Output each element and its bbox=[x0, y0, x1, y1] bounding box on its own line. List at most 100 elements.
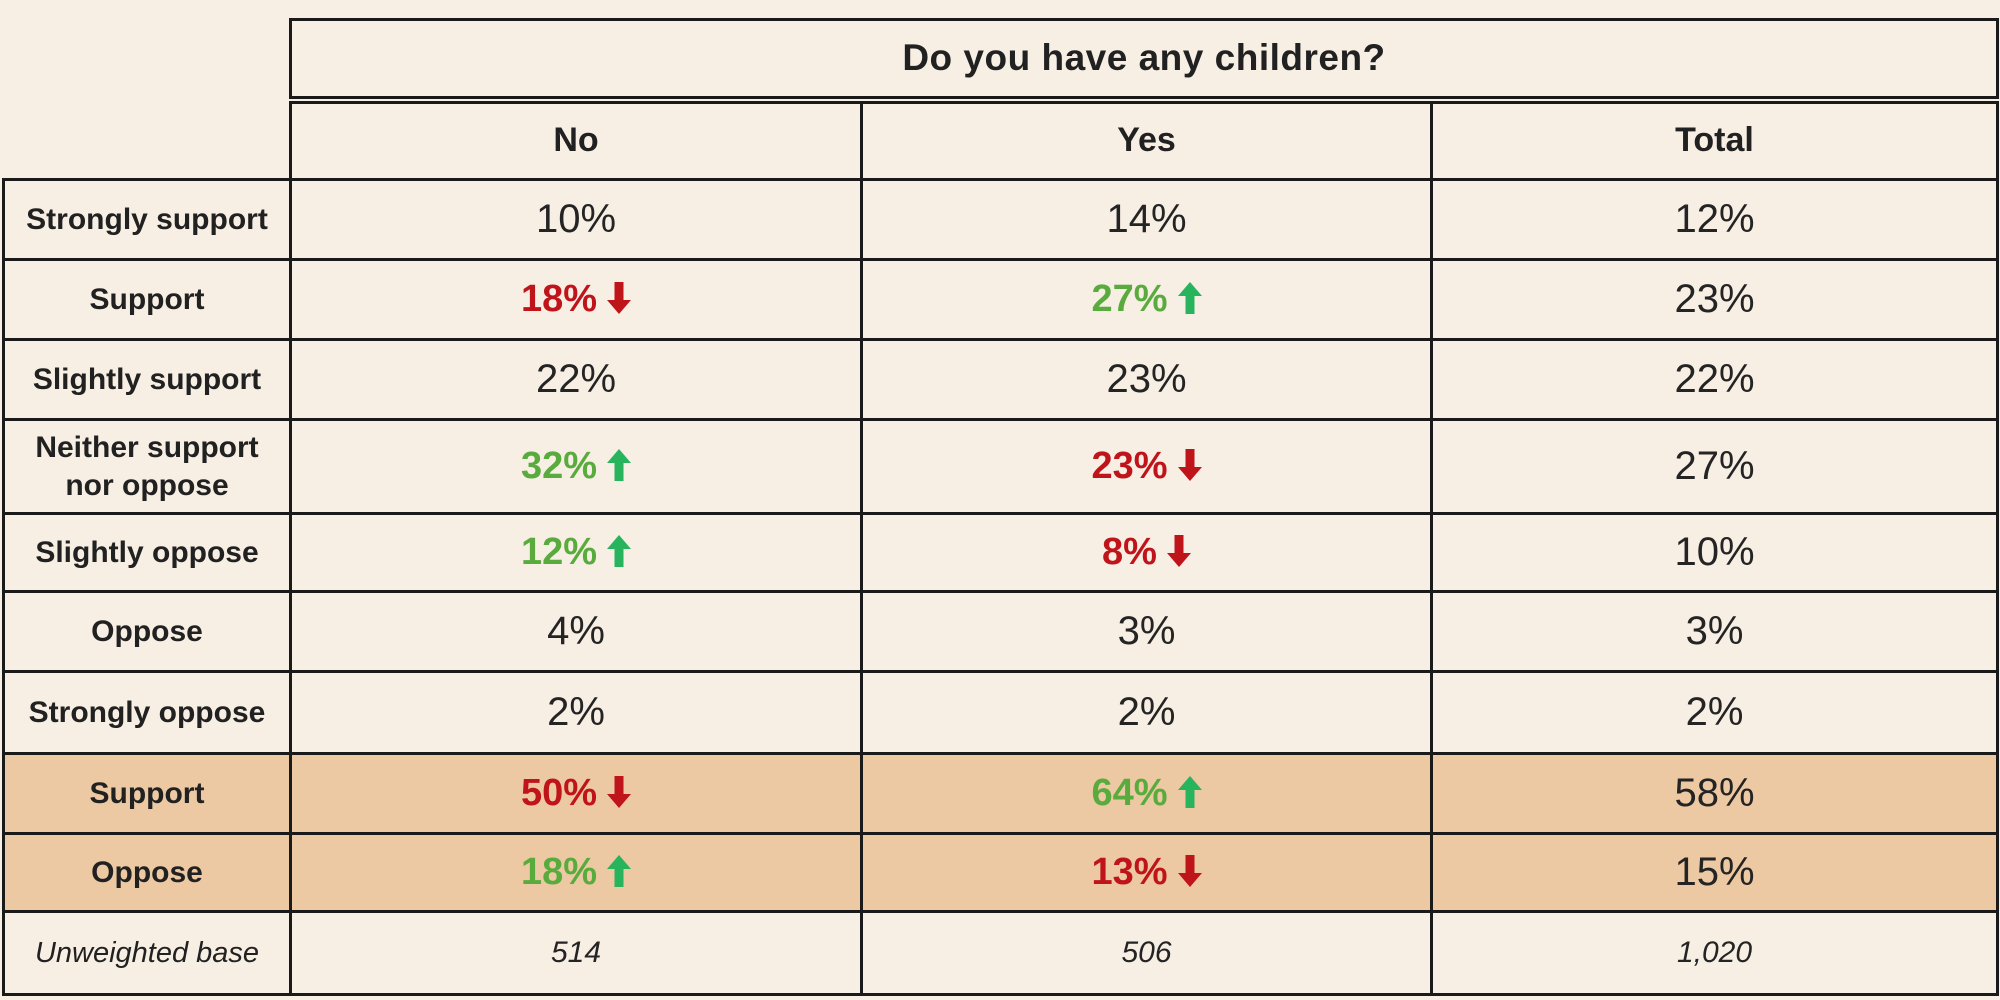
trend-up-icon bbox=[607, 449, 632, 481]
value-text: 23% bbox=[1674, 277, 1755, 321]
table-row: Oppose 18% 13% 15% bbox=[2, 832, 2000, 913]
value-cell: 15% bbox=[1429, 832, 2000, 913]
value-text: 22% bbox=[1674, 357, 1755, 401]
header-question-row: Do you have any children? bbox=[4, 18, 2000, 104]
column-header-total: Total bbox=[1429, 98, 2000, 181]
row-label: Slightly oppose bbox=[2, 512, 292, 593]
value-text: 1,020 bbox=[1676, 936, 1753, 969]
value-text: 12% bbox=[520, 531, 598, 573]
value-text: 50% bbox=[520, 772, 598, 814]
trend-down-icon bbox=[607, 776, 632, 808]
column-header-yes: Yes bbox=[860, 98, 1433, 181]
value-text: 2% bbox=[547, 690, 605, 734]
value-cell: 2% bbox=[289, 670, 863, 755]
survey-results-table: Do you have any children? No Yes Total S… bbox=[2, 18, 2000, 996]
table-row: Support 50% 64% 58% bbox=[2, 752, 2000, 835]
trend-down-icon bbox=[1166, 535, 1191, 567]
table-row: Strongly oppose 2% 2% 2% bbox=[2, 670, 2000, 755]
value-text: 8% bbox=[1102, 531, 1157, 573]
table-body: Strongly support 10% 14% 12% Support 18% 27% 23… bbox=[2, 178, 2000, 996]
value-cell: 1,020 bbox=[1429, 910, 2000, 996]
value-cell: 12% bbox=[289, 512, 863, 593]
trend-down-icon bbox=[1177, 855, 1202, 887]
column-header-no: No bbox=[289, 98, 863, 181]
question-header: Do you have any children? bbox=[288, 18, 2000, 104]
value-text: 27% bbox=[1674, 444, 1755, 488]
value-text: 3% bbox=[1117, 609, 1176, 653]
value-text: 14% bbox=[1106, 197, 1187, 241]
value-text: 23% bbox=[1091, 445, 1168, 487]
value-cell: 50% bbox=[289, 752, 863, 835]
trend-up-icon bbox=[1177, 776, 1202, 808]
value-text: 27% bbox=[1091, 278, 1168, 320]
table-row: Slightly oppose 12% 8% 10% bbox=[2, 512, 2000, 593]
value-text: 13% bbox=[1091, 851, 1168, 893]
value-cell: 22% bbox=[289, 338, 863, 421]
value-cell: 3% bbox=[1429, 590, 2000, 673]
value-cell: 13% bbox=[860, 832, 1433, 913]
value-text: 10% bbox=[535, 197, 617, 241]
trend-up-icon bbox=[1177, 282, 1202, 314]
value-text: 23% bbox=[1106, 357, 1187, 401]
table-row: Neither support nor oppose 32% 23% 27% bbox=[2, 418, 2000, 515]
row-label: Neither support nor oppose bbox=[2, 418, 292, 515]
value-cell: 514 bbox=[289, 910, 863, 996]
value-cell: 22% bbox=[1429, 338, 2000, 421]
value-text: 64% bbox=[1091, 772, 1168, 814]
row-label: Unweighted base bbox=[2, 910, 292, 996]
table-row: Slightly support 22% 23% 22% bbox=[2, 338, 2000, 421]
value-text: 18% bbox=[520, 851, 598, 893]
value-cell: 23% bbox=[1429, 258, 2000, 341]
value-cell: 8% bbox=[860, 512, 1433, 593]
trend-down-icon bbox=[607, 282, 632, 314]
value-cell: 10% bbox=[1429, 512, 2000, 593]
row-label: Slightly support bbox=[2, 338, 292, 421]
table-row: Strongly support 10% 14% 12% bbox=[2, 178, 2000, 261]
value-cell: 27% bbox=[860, 258, 1433, 341]
value-text: 3% bbox=[1685, 609, 1744, 653]
header-columns-row: No Yes Total bbox=[4, 98, 2000, 181]
value-cell: 27% bbox=[1429, 418, 2000, 515]
trend-down-icon bbox=[1177, 449, 1202, 481]
value-text: 18% bbox=[520, 278, 598, 320]
value-cell: 18% bbox=[289, 258, 863, 341]
value-cell: 12% bbox=[1429, 178, 2000, 261]
row-label: Strongly support bbox=[2, 178, 292, 261]
value-cell: 64% bbox=[860, 752, 1433, 835]
trend-up-icon bbox=[607, 855, 632, 887]
value-text: 4% bbox=[547, 609, 605, 653]
value-cell: 506 bbox=[860, 910, 1433, 996]
value-cell: 14% bbox=[860, 178, 1433, 261]
value-cell: 58% bbox=[1429, 752, 2000, 835]
row-label: Oppose bbox=[2, 832, 292, 913]
row-label: Support bbox=[2, 258, 292, 341]
row-label: Oppose bbox=[2, 590, 292, 673]
value-text: 2% bbox=[1685, 690, 1744, 734]
value-text: 506 bbox=[1121, 936, 1172, 969]
value-cell: 18% bbox=[289, 832, 863, 913]
value-cell: 23% bbox=[860, 418, 1433, 515]
value-cell: 10% bbox=[289, 178, 863, 261]
value-text: 58% bbox=[1674, 771, 1755, 815]
table-row: Support 18% 27% 23% bbox=[2, 258, 2000, 341]
table-row: Oppose 4% 3% 3% bbox=[2, 590, 2000, 673]
value-cell: 2% bbox=[1429, 670, 2000, 755]
corner-spacer bbox=[4, 20, 291, 100]
value-text: 514 bbox=[550, 936, 602, 969]
trend-up-icon bbox=[607, 535, 632, 567]
value-text: 12% bbox=[1674, 197, 1755, 241]
value-text: 2% bbox=[1117, 690, 1176, 734]
corner-spacer bbox=[4, 100, 291, 180]
table-row: Unweighted base 514 506 1,020 bbox=[2, 910, 2000, 996]
value-cell: 2% bbox=[860, 670, 1433, 755]
value-text: 15% bbox=[1674, 850, 1755, 894]
value-cell: 32% bbox=[289, 418, 863, 515]
value-text: 22% bbox=[535, 357, 617, 401]
value-cell: 23% bbox=[860, 338, 1433, 421]
row-label: Support bbox=[2, 752, 292, 835]
row-label: Strongly oppose bbox=[2, 670, 292, 755]
value-text: 32% bbox=[520, 445, 598, 487]
value-text: 10% bbox=[1674, 530, 1755, 574]
value-cell: 3% bbox=[860, 590, 1433, 673]
value-cell: 4% bbox=[289, 590, 863, 673]
